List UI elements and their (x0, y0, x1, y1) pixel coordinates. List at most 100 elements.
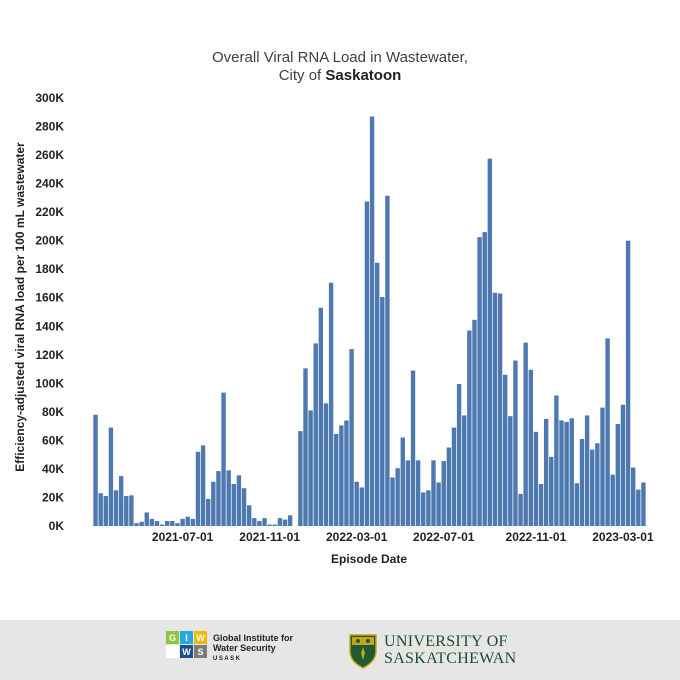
y-tick-label: 60K (42, 433, 64, 447)
bar (472, 319, 477, 526)
giws-logo-cell: W (194, 631, 207, 644)
bar (354, 481, 359, 526)
bar (574, 483, 580, 526)
bar (241, 488, 247, 526)
bar (400, 437, 405, 526)
bar (374, 262, 380, 526)
bar (277, 518, 283, 526)
giws-logo-cell: G (166, 631, 179, 644)
y-axis-ticks: 0K 20K 40K 60K 80K 100K 120K 140K 160K 180K 200K 22… (35, 91, 64, 533)
y-axis-label: Efficiency-adjusted viral RNA load per 1… (13, 142, 27, 472)
y-tick-label: 240K (35, 177, 64, 191)
bar (190, 518, 196, 526)
bar (328, 282, 334, 526)
bar (165, 521, 170, 526)
bar (113, 490, 119, 526)
bar (451, 427, 457, 526)
x-tick-label: 2023-03-01 (592, 530, 654, 544)
bar (410, 370, 416, 526)
bar (323, 403, 329, 526)
bar (431, 460, 436, 526)
bar (144, 512, 149, 526)
bar (175, 523, 180, 526)
bar (641, 482, 646, 526)
bar (421, 492, 426, 526)
bar (590, 449, 595, 526)
bar (579, 438, 585, 526)
bar (180, 518, 185, 526)
university-wordmark: UNIVERSITY OF SASKATCHEWAN (384, 633, 517, 667)
bar (359, 487, 365, 526)
bar (206, 498, 211, 526)
university-wordmark-line2: SASKATCHEWAN (384, 650, 517, 667)
x-tick-label: 2021-07-01 (152, 530, 214, 544)
bar (497, 293, 503, 526)
bar (154, 521, 160, 526)
bar (405, 460, 411, 526)
bar (513, 360, 518, 526)
bar (313, 343, 318, 526)
bar (595, 443, 600, 526)
bar (98, 493, 103, 526)
y-tick-label: 20K (42, 490, 64, 504)
bar (334, 433, 339, 526)
bar (236, 475, 242, 526)
bar (538, 483, 544, 526)
bar (482, 232, 487, 527)
bar (303, 368, 308, 526)
bar (231, 483, 237, 526)
bar (533, 431, 539, 526)
y-tick-label: 80K (42, 405, 64, 419)
giws-sub: USASK (213, 656, 242, 662)
bar (426, 490, 431, 526)
x-tick-label: 2022-03-01 (326, 530, 388, 544)
chart-title-city: Saskatoon (325, 67, 401, 84)
x-tick-label: 2022-07-01 (413, 530, 475, 544)
x-axis-label: Episode Date (331, 552, 407, 566)
bar (246, 505, 252, 526)
bar (369, 116, 375, 527)
y-tick-label: 160K (35, 291, 64, 305)
bar (615, 423, 621, 526)
y-tick-label: 200K (35, 234, 64, 248)
bar (103, 496, 108, 526)
bar (262, 518, 267, 526)
bar (134, 523, 139, 526)
giws-logo-cell (166, 645, 179, 658)
bar (441, 461, 446, 526)
y-tick-label: 140K (35, 319, 64, 333)
y-tick-label: 180K (35, 262, 64, 276)
bar (195, 451, 201, 526)
bar (129, 495, 134, 526)
y-tick-label: 100K (35, 376, 64, 390)
bar (339, 425, 344, 526)
bar (518, 493, 523, 526)
bar (549, 456, 554, 526)
bar (185, 516, 190, 526)
y-tick-label: 300K (35, 91, 64, 105)
bar (308, 410, 313, 526)
bar (364, 201, 370, 526)
bar (149, 518, 155, 526)
bar (170, 521, 175, 526)
bar-series (93, 116, 646, 527)
university-wordmark-line1: UNIVERSITY OF (384, 633, 508, 650)
bar (523, 342, 528, 526)
y-tick-label: 280K (35, 120, 64, 134)
bar (605, 338, 610, 526)
bar (636, 489, 641, 526)
y-tick-label: 120K (35, 348, 64, 362)
bar (477, 237, 482, 526)
bar (554, 395, 559, 526)
bar (467, 330, 472, 526)
bar (298, 431, 303, 526)
giws-name: Global Institute for Water Security (213, 633, 293, 653)
bar (252, 518, 257, 526)
bar (625, 240, 631, 527)
bar (221, 392, 226, 526)
bar (200, 445, 206, 526)
giws-logo-cell: S (194, 645, 207, 658)
bar (569, 418, 574, 526)
y-tick-label: 0K (49, 519, 65, 533)
